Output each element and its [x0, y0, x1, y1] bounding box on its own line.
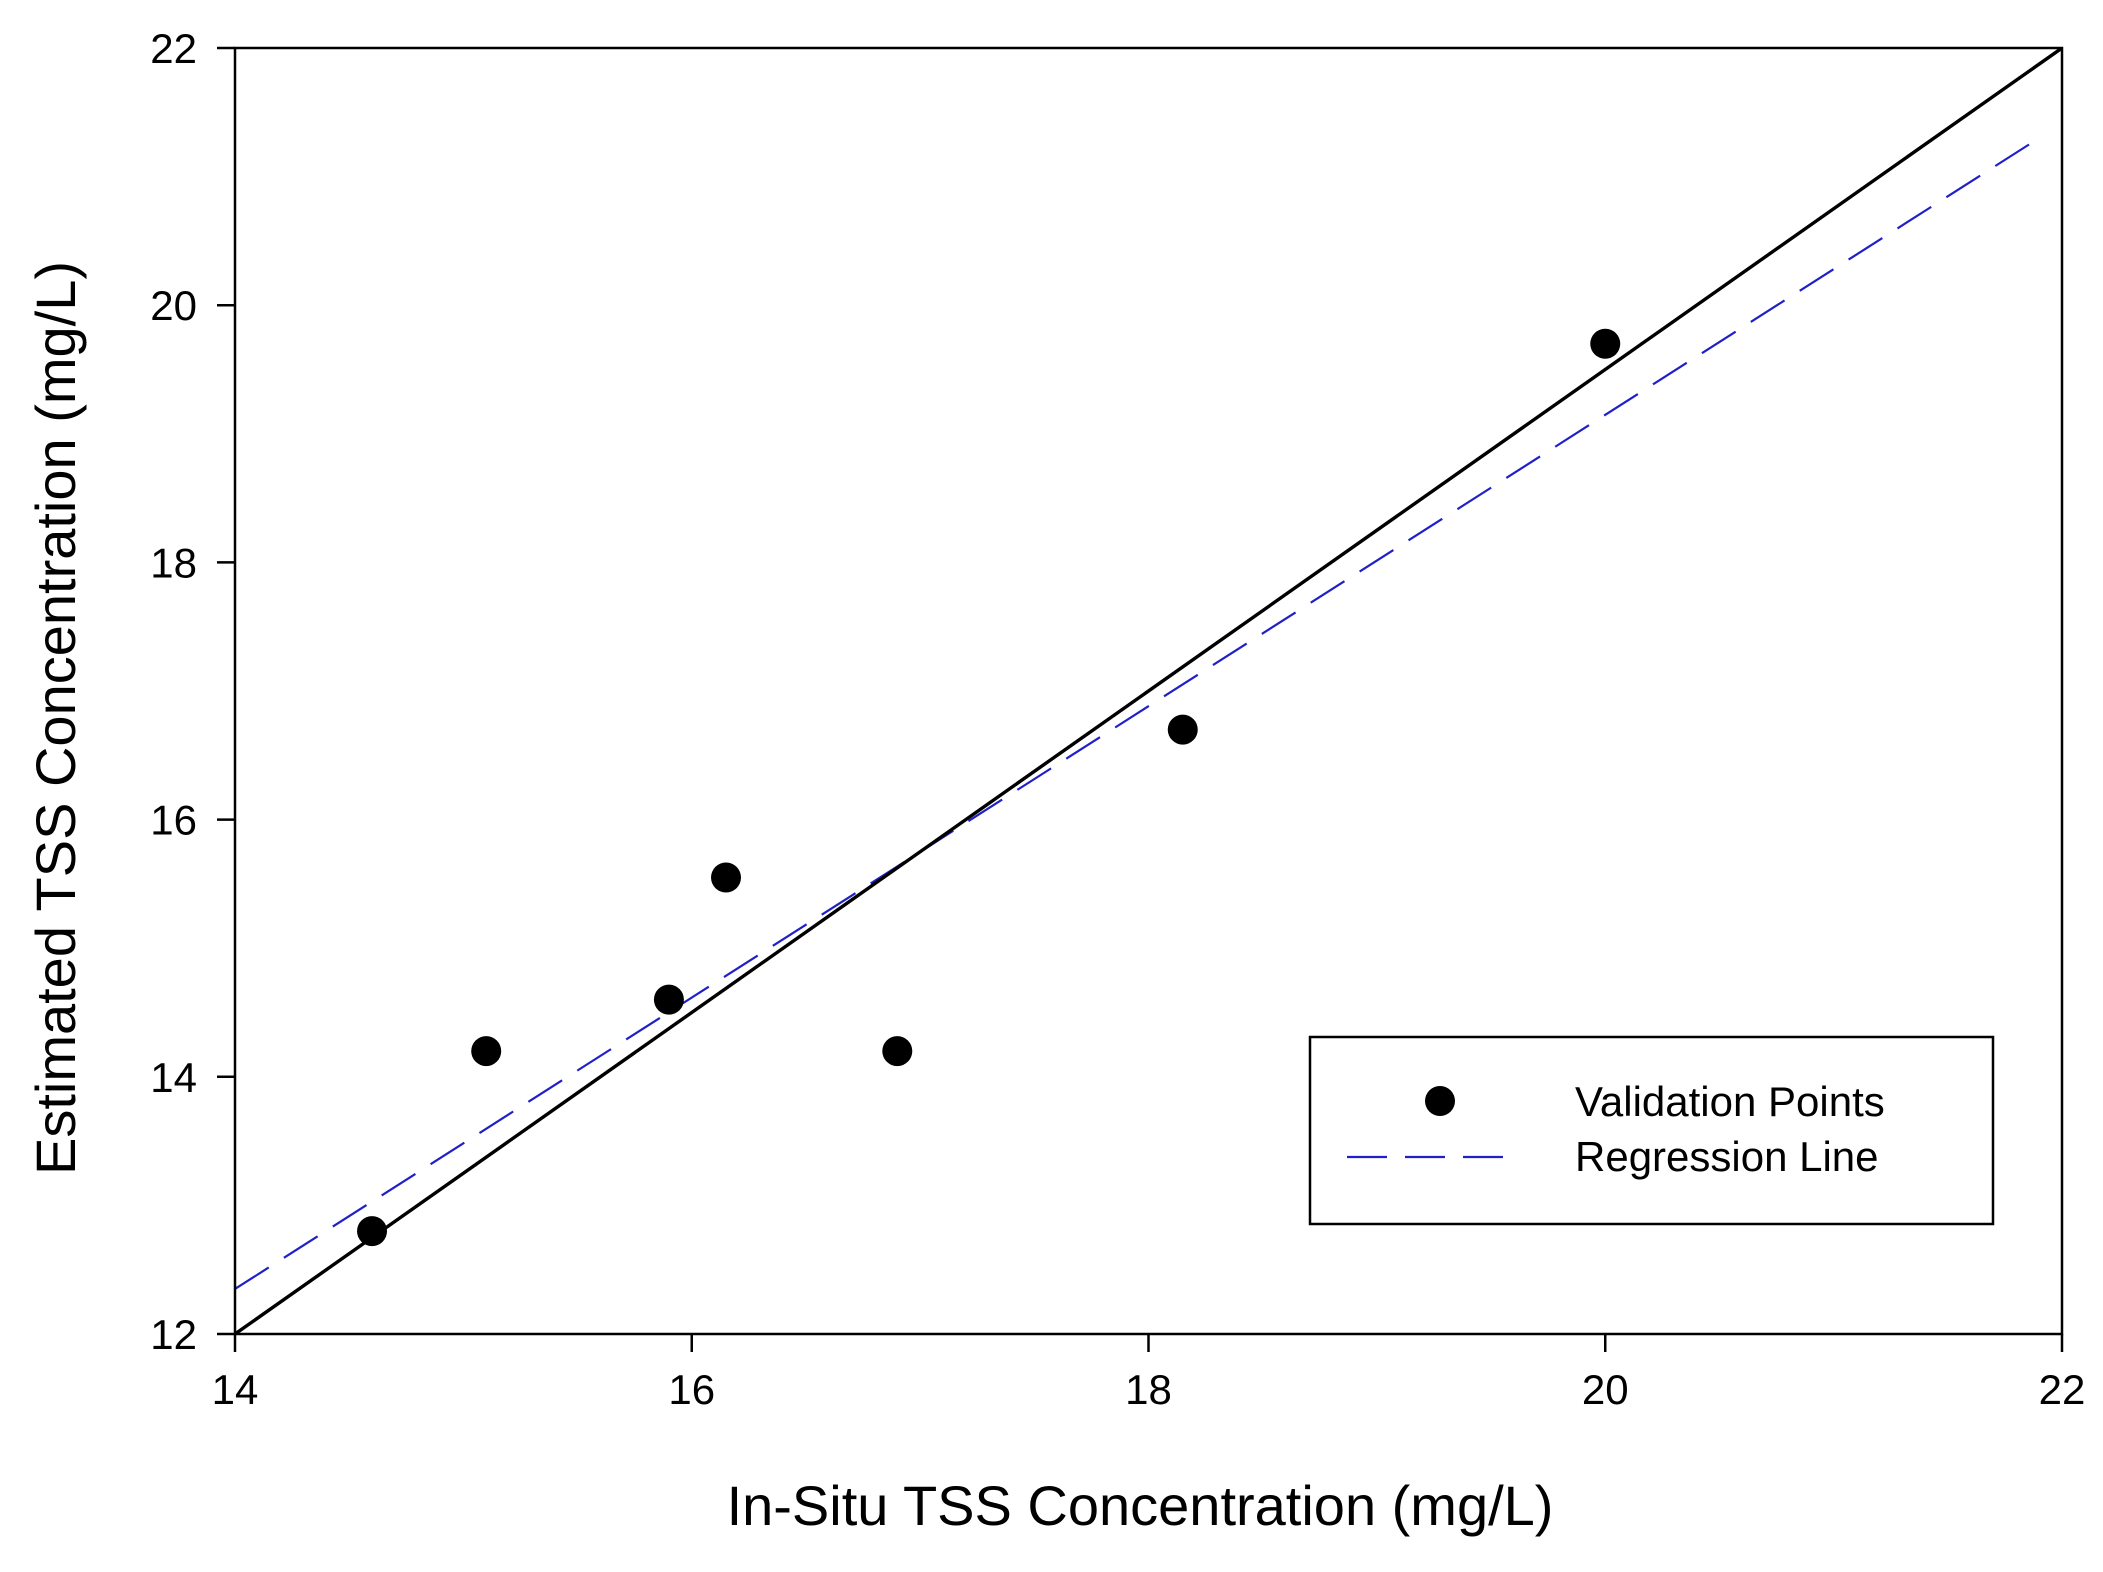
1-1-line-series [235, 48, 2062, 1334]
validation-point [711, 862, 742, 893]
x-tick-label: 16 [668, 1366, 715, 1413]
x-tick-label: 22 [2039, 1366, 2086, 1413]
x-tick-label: 14 [212, 1366, 259, 1413]
y-axis-label: Estimated TSS Concentration (mg/L) [24, 261, 87, 1175]
regression-line-series [235, 137, 2040, 1290]
validation-point [882, 1036, 913, 1067]
validation-point [471, 1036, 502, 1067]
legend-marker-validation-points [1425, 1086, 1455, 1116]
y-tick-label: 22 [150, 25, 197, 72]
validation-point [653, 984, 684, 1015]
plot-area [235, 48, 2062, 1334]
y-tick-label: 14 [150, 1054, 197, 1101]
legend-label-validation-points: Validation Points [1575, 1078, 1885, 1125]
validation-point [357, 1216, 388, 1247]
axes: 14 16 18 20 22 12 14 16 18 20 22 [150, 25, 2085, 1413]
y-tick-label: 20 [150, 282, 197, 329]
x-tick-label: 20 [1582, 1366, 1629, 1413]
x-tick-label: 18 [1125, 1366, 1172, 1413]
validation-point [1167, 714, 1198, 745]
legend-box [1308, 1035, 1995, 1226]
legend-label-regression-line: Regression Line [1575, 1133, 1879, 1180]
validation-point [1590, 328, 1621, 359]
y-tick-label: 18 [150, 539, 197, 586]
x-axis-label: In-Situ TSS Concentration (mg/L) [727, 1474, 1554, 1537]
y-tick-label: 16 [150, 797, 197, 844]
y-tick-label: 12 [150, 1311, 197, 1358]
legend: Validation Points Regression Line [1308, 1035, 1995, 1226]
